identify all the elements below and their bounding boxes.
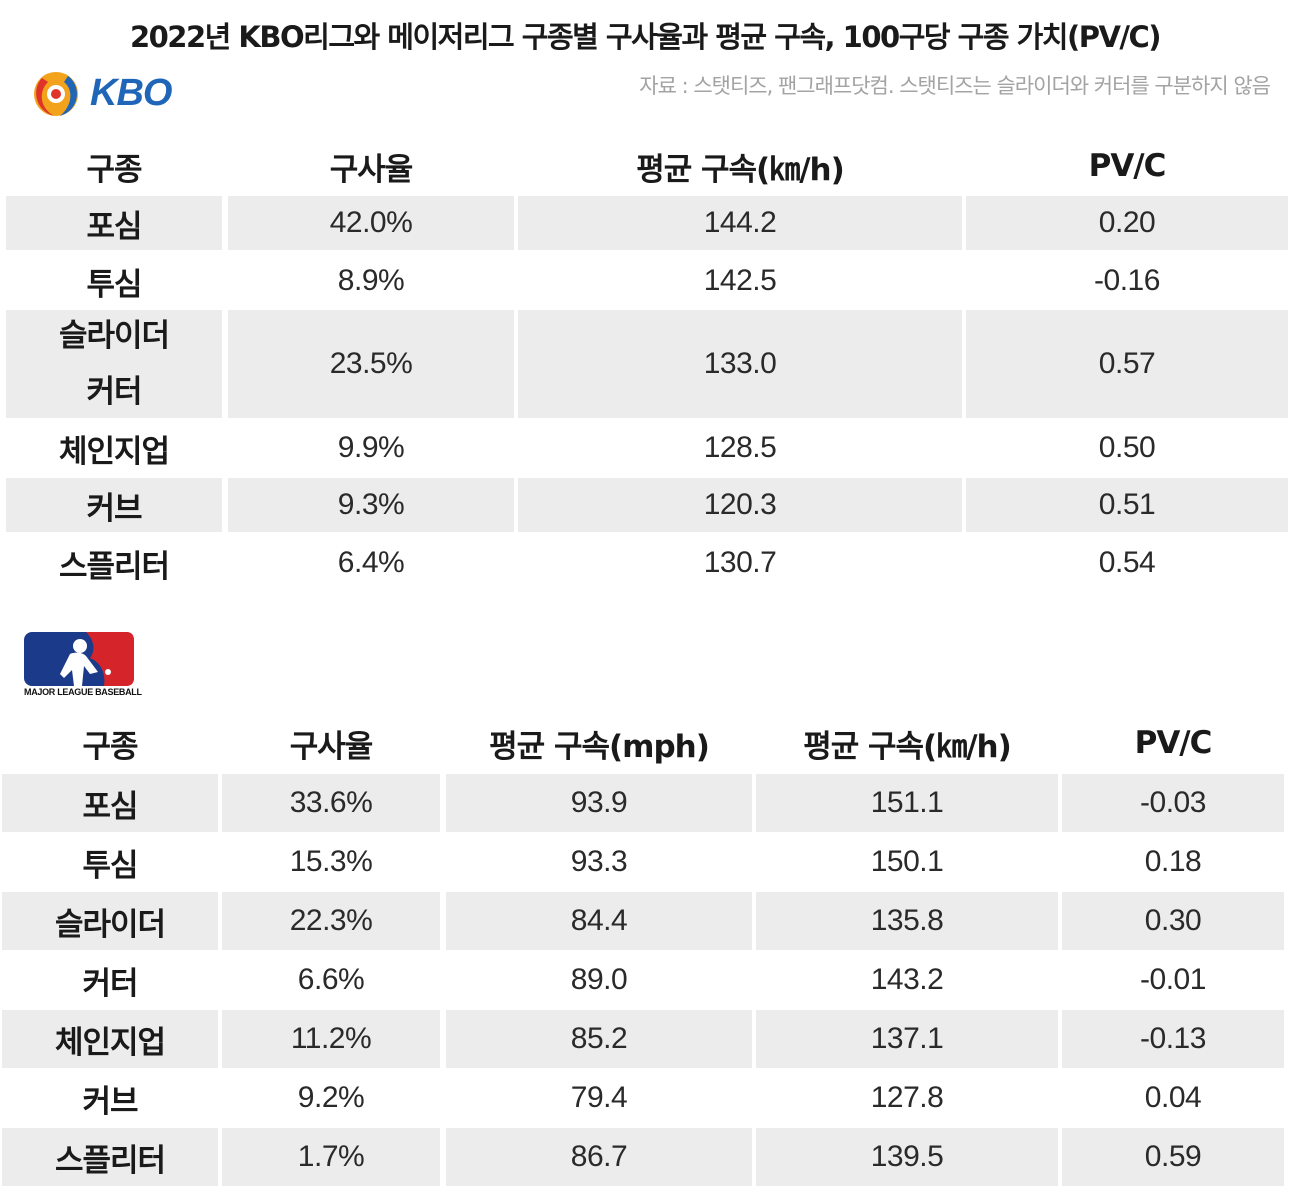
mlb-pvc-cell: -0.01 [1140,963,1206,996]
kbo-pvc-cell: 0.54 [1098,546,1156,579]
mlb-pvc-cell: 0.04 [1144,1081,1202,1114]
kbo-table-row: 커브 9.3% 120.3 0.51 [0,478,1290,532]
kbo-emblem-icon [34,72,78,116]
kbo-table: 구종 구사율 평균 구속(㎞/h) PV/C 포심 42.0% 144.2 0.20 투심 8.9… [0,138,1290,598]
mlb-pitch-cell: 스플리터 [2,1128,218,1186]
mlb-pvc-cell: 0.59 [1062,1128,1284,1186]
kbo-header-cell: 구종 [86,151,142,188]
kbo-pvc-cell: 0.50 [1098,431,1156,464]
mlb-kmh-cell: 137.1 [756,1010,1058,1068]
mlb-pvc-cell: -0.03 [1062,774,1284,832]
mlb-table-row: 스플리터 1.7% 86.7 139.5 0.59 [0,1128,1290,1186]
kbo-header-row: 구종 구사율 평균 구속(㎞/h) PV/C [0,138,1290,194]
mlb-pitch-cell: 슬라이더 [2,892,218,950]
mlb-kmh-cell: 127.8 [870,1081,944,1114]
mlb-table-row: 체인지업 11.2% 85.2 137.1 -0.13 [0,1010,1290,1068]
mlb-kmh-cell: 135.8 [756,892,1058,950]
kbo-kmh-cell: 120.3 [518,478,962,532]
kbo-usage-cell: 9.9% [337,431,405,464]
kbo-pitch-cell: 체인지업 [58,433,170,470]
kbo-kmh-cell: 133.0 [518,310,962,418]
kbo-pitch-cell: 포심 [6,196,222,250]
mlb-usage-cell: 9.2% [297,1081,365,1114]
mlb-mph-cell: 79.4 [570,1081,628,1114]
page-title: 2022년 KBO리그와 메이저리그 구종별 구사율과 평균 구속, 100구당… [129,20,1162,54]
mlb-usage-cell: 22.3% [222,892,440,950]
mlb-pvc-cell: 0.30 [1062,892,1284,950]
mlb-logo-text: MAJOR LEAGUE BASEBALL [24,687,142,697]
mlb-header-cell: 구종 [82,728,138,765]
mlb-mph-cell: 85.2 [446,1010,752,1068]
kbo-table-row: 투심 8.9% 142.5 -0.16 [0,254,1290,308]
kbo-pvc-cell: 0.57 [966,310,1288,418]
kbo-kmh-cell: 128.5 [703,431,777,464]
mlb-kmh-cell: 139.5 [756,1128,1058,1186]
mlb-header-cell: 구사율 [289,728,374,765]
kbo-pvc-cell: 0.20 [966,196,1288,250]
kbo-table-row: 체인지업 9.9% 128.5 0.50 [0,422,1290,474]
kbo-header-cell: PV/C [1088,148,1167,184]
mlb-mph-cell: 89.0 [570,963,628,996]
mlb-pitch-cell: 커브 [82,1083,138,1120]
kbo-table-row: 스플리터 6.4% 130.7 0.54 [0,536,1290,590]
mlb-mph-cell: 93.9 [446,774,752,832]
mlb-pvc-cell: 0.18 [1144,845,1202,878]
mlb-table-row: 포심 33.6% 93.9 151.1 -0.03 [0,774,1290,832]
kbo-usage-cell: 9.3% [228,478,514,532]
mlb-header-row: 구종 구사율 평균 구속(mph) 평균 구속(㎞/h) PV/C [0,714,1290,772]
kbo-usage-cell: 42.0% [228,196,514,250]
mlb-pitch-cell: 투심 [82,847,138,884]
mlb-usage-cell: 1.7% [222,1128,440,1186]
mlb-usage-cell: 6.6% [297,963,365,996]
kbo-table-row: 포심 42.0% 144.2 0.20 [0,196,1290,250]
mlb-header-cell: 평균 구속(mph) [489,728,710,765]
mlb-table-row: 커터 6.6% 89.0 143.2 -0.01 [0,951,1290,1009]
kbo-pitch-cell: 커브 [6,478,222,532]
kbo-usage-cell: 6.4% [337,546,405,579]
mlb-usage-cell: 33.6% [222,774,440,832]
mlb-usage-cell: 11.2% [222,1010,440,1068]
mlb-emblem-icon [24,632,134,686]
mlb-table-row: 투심 15.3% 93.3 150.1 0.18 [0,833,1290,891]
kbo-kmh-cell: 130.7 [703,546,777,579]
kbo-pvc-cell: -0.16 [1094,264,1160,297]
mlb-pvc-cell: -0.13 [1062,1010,1284,1068]
mlb-kmh-cell: 150.1 [870,845,944,878]
mlb-logo: MAJOR LEAGUE BASEBALL [24,632,142,702]
kbo-kmh-cell: 142.5 [703,264,777,297]
mlb-table: 구종 구사율 평균 구속(mph) 평균 구속(㎞/h) PV/C 포심 33.6% 93.9… [0,714,1290,1190]
mlb-mph-cell: 86.7 [446,1128,752,1186]
kbo-usage-cell: 8.9% [337,264,405,297]
mlb-pitch-cell: 커터 [82,965,138,1002]
kbo-header-cell: 구사율 [329,151,414,188]
mlb-mph-cell: 84.4 [446,892,752,950]
pitch-label: 커터 [86,374,142,410]
kbo-pitch-cell: 스플리터 [58,548,170,585]
mlb-pitch-cell: 포심 [2,774,218,832]
mlb-kmh-cell: 143.2 [870,963,944,996]
source-note: 자료 : 스탯티즈, 팬그래프닷컴. 스탯티즈는 슬라이더와 커터를 구분하지 … [639,74,1271,98]
kbo-kmh-cell: 144.2 [518,196,962,250]
kbo-usage-cell: 23.5% [228,310,514,418]
kbo-pitch-cell: 투심 [86,266,142,303]
kbo-table-row: 슬라이더 커터 23.5% 133.0 0.57 [0,310,1290,418]
kbo-pvc-cell: 0.51 [966,478,1288,532]
mlb-mph-cell: 93.3 [570,845,628,878]
kbo-header-cell: 평균 구속(㎞/h) [636,151,845,188]
mlb-pitch-cell: 체인지업 [2,1010,218,1068]
mlb-header-cell: PV/C [1134,725,1213,761]
mlb-usage-cell: 15.3% [289,845,373,878]
mlb-kmh-cell: 151.1 [756,774,1058,832]
pitch-label: 슬라이더 [58,318,170,354]
kbo-logo: KBO [28,64,198,124]
mlb-header-cell: 평균 구속(㎞/h) [803,728,1012,765]
mlb-table-row: 커브 9.2% 79.4 127.8 0.04 [0,1069,1290,1127]
mlb-table-row: 슬라이더 22.3% 84.4 135.8 0.30 [0,892,1290,950]
kbo-logo-text: KBO [90,72,172,114]
